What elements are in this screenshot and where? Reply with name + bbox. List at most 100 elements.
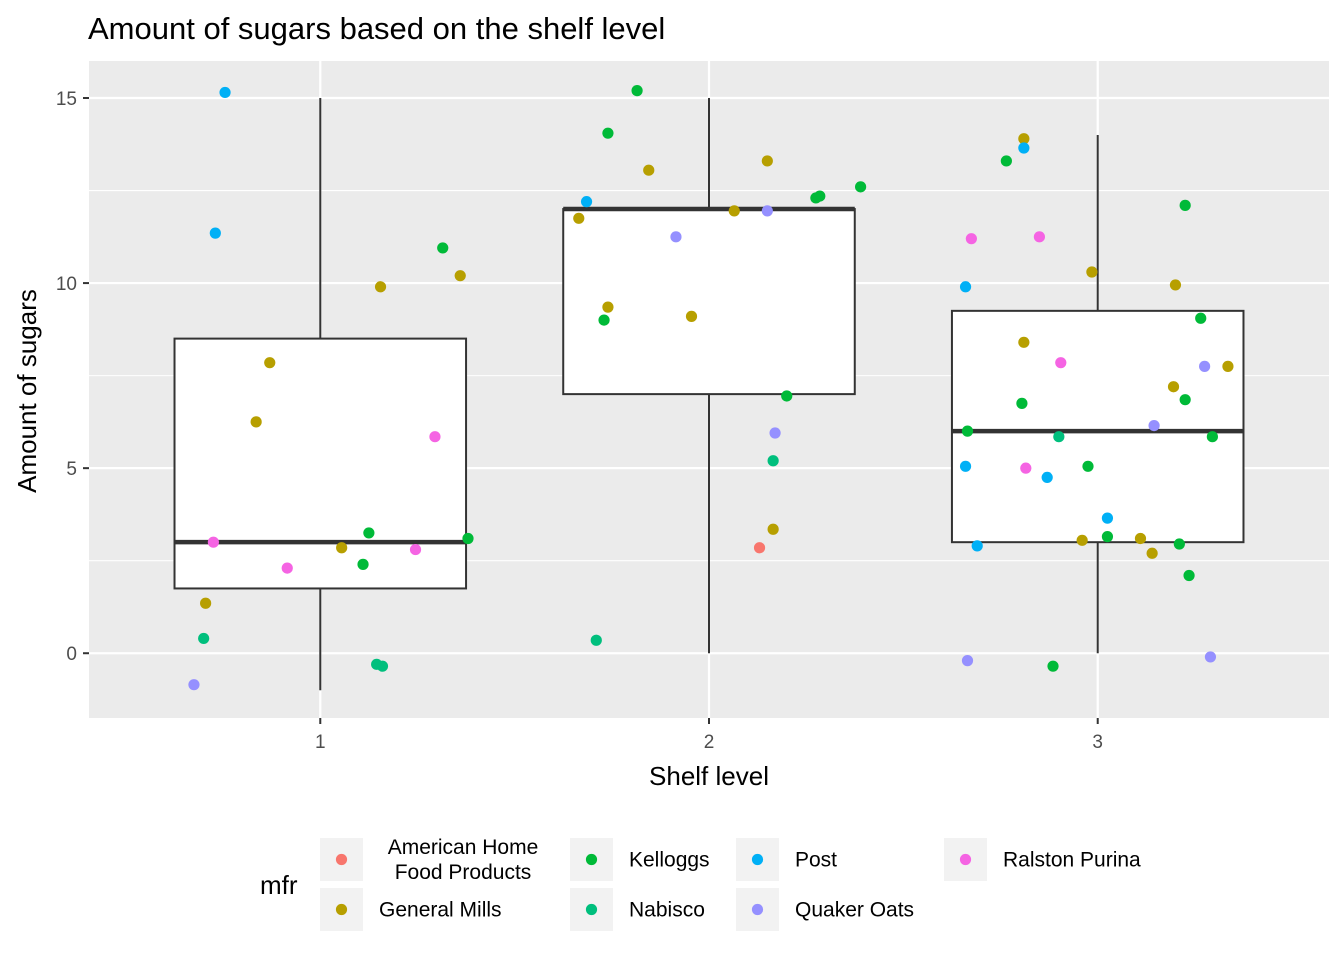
data-point bbox=[376, 660, 389, 672]
legend-label: Quaker Oats bbox=[795, 899, 914, 922]
data-point bbox=[1086, 266, 1098, 278]
legend-label: General Mills bbox=[379, 899, 502, 922]
legend-swatch bbox=[751, 853, 764, 866]
data-point bbox=[462, 532, 474, 545]
data-point bbox=[454, 270, 466, 282]
legend-label: Kelloggs bbox=[629, 849, 710, 872]
data-point bbox=[959, 460, 972, 472]
data-point bbox=[573, 212, 585, 224]
x-tick-label: 2 bbox=[704, 732, 715, 753]
legend-label: Nabisco bbox=[629, 899, 705, 922]
data-point bbox=[781, 390, 793, 402]
legend-swatch bbox=[585, 903, 598, 916]
data-point bbox=[602, 127, 614, 139]
data-point bbox=[1206, 431, 1218, 443]
data-point bbox=[1082, 460, 1094, 472]
data-point bbox=[580, 196, 593, 208]
legend-entry: Nabisco bbox=[570, 888, 705, 931]
data-point bbox=[670, 231, 682, 243]
data-point bbox=[1169, 279, 1182, 291]
y-axis: 0 5 10 15 bbox=[56, 89, 89, 665]
data-point bbox=[959, 281, 972, 293]
legend-entry: Ralston Purina bbox=[944, 838, 1141, 881]
data-point bbox=[250, 416, 262, 428]
y-tick-label: 5 bbox=[66, 459, 77, 480]
data-point bbox=[1183, 569, 1195, 582]
data-point bbox=[336, 542, 348, 554]
data-point bbox=[198, 632, 210, 645]
data-point bbox=[409, 543, 422, 556]
data-point bbox=[598, 314, 610, 326]
data-point bbox=[207, 536, 219, 548]
data-point bbox=[1016, 397, 1028, 409]
boxplot bbox=[562, 98, 856, 654]
data-point bbox=[1146, 547, 1158, 559]
data-point bbox=[1020, 462, 1032, 474]
data-point bbox=[429, 431, 441, 443]
data-point bbox=[188, 679, 200, 691]
data-point bbox=[437, 242, 449, 254]
x-axis-title: Shelf level bbox=[649, 761, 769, 791]
y-tick-label: 0 bbox=[66, 644, 77, 665]
legend-swatch bbox=[959, 853, 972, 866]
data-point bbox=[1167, 381, 1180, 393]
data-point bbox=[1041, 471, 1053, 484]
data-point bbox=[1195, 312, 1207, 324]
data-point bbox=[363, 527, 375, 539]
data-point bbox=[1179, 394, 1191, 406]
data-point bbox=[209, 227, 221, 239]
legend-swatch bbox=[335, 853, 348, 866]
legend-entry: General Mills bbox=[320, 888, 502, 931]
data-point bbox=[281, 562, 293, 574]
data-point bbox=[1055, 357, 1067, 369]
data-point bbox=[767, 455, 779, 467]
data-point bbox=[357, 558, 369, 570]
boxplot bbox=[950, 135, 1245, 654]
data-point bbox=[814, 190, 826, 202]
data-point bbox=[961, 655, 974, 667]
data-point bbox=[200, 597, 212, 609]
data-point bbox=[374, 281, 387, 293]
data-point bbox=[685, 310, 698, 322]
data-point bbox=[753, 542, 766, 554]
data-point bbox=[1134, 532, 1147, 545]
chart-title: Amount of sugars based on the shelf leve… bbox=[88, 11, 665, 46]
data-point bbox=[1148, 419, 1160, 432]
box bbox=[950, 309, 1245, 544]
data-point bbox=[1047, 660, 1059, 672]
data-point bbox=[971, 540, 983, 552]
data-point bbox=[602, 301, 614, 313]
data-point bbox=[1018, 336, 1030, 348]
box bbox=[562, 208, 856, 396]
data-point bbox=[965, 233, 977, 245]
legend-title: mfr bbox=[260, 870, 298, 900]
data-point bbox=[1204, 651, 1217, 663]
data-point bbox=[854, 181, 867, 193]
legend-swatch bbox=[335, 903, 348, 916]
data-point bbox=[1101, 531, 1114, 543]
data-point bbox=[1179, 199, 1191, 211]
data-point bbox=[769, 427, 781, 439]
legend-label: Post bbox=[795, 849, 837, 872]
x-tick-label: 1 bbox=[315, 732, 326, 753]
data-point bbox=[1000, 155, 1012, 167]
legend-entry: Kelloggs bbox=[570, 838, 710, 881]
y-tick-label: 15 bbox=[56, 89, 77, 110]
data-point bbox=[1222, 360, 1234, 372]
data-point bbox=[643, 164, 655, 176]
legend-label: Food Products bbox=[395, 861, 532, 884]
data-point bbox=[1101, 512, 1114, 524]
legend-entry: Quaker Oats bbox=[736, 888, 914, 931]
legend-swatch bbox=[585, 853, 598, 866]
data-point bbox=[264, 357, 276, 369]
data-point bbox=[590, 634, 602, 646]
legend-swatch bbox=[751, 903, 764, 916]
data-point bbox=[961, 425, 974, 437]
data-point bbox=[767, 523, 779, 535]
y-tick-label: 10 bbox=[56, 274, 77, 295]
data-point bbox=[1018, 133, 1030, 145]
legend-label: Ralston Purina bbox=[1003, 849, 1141, 872]
